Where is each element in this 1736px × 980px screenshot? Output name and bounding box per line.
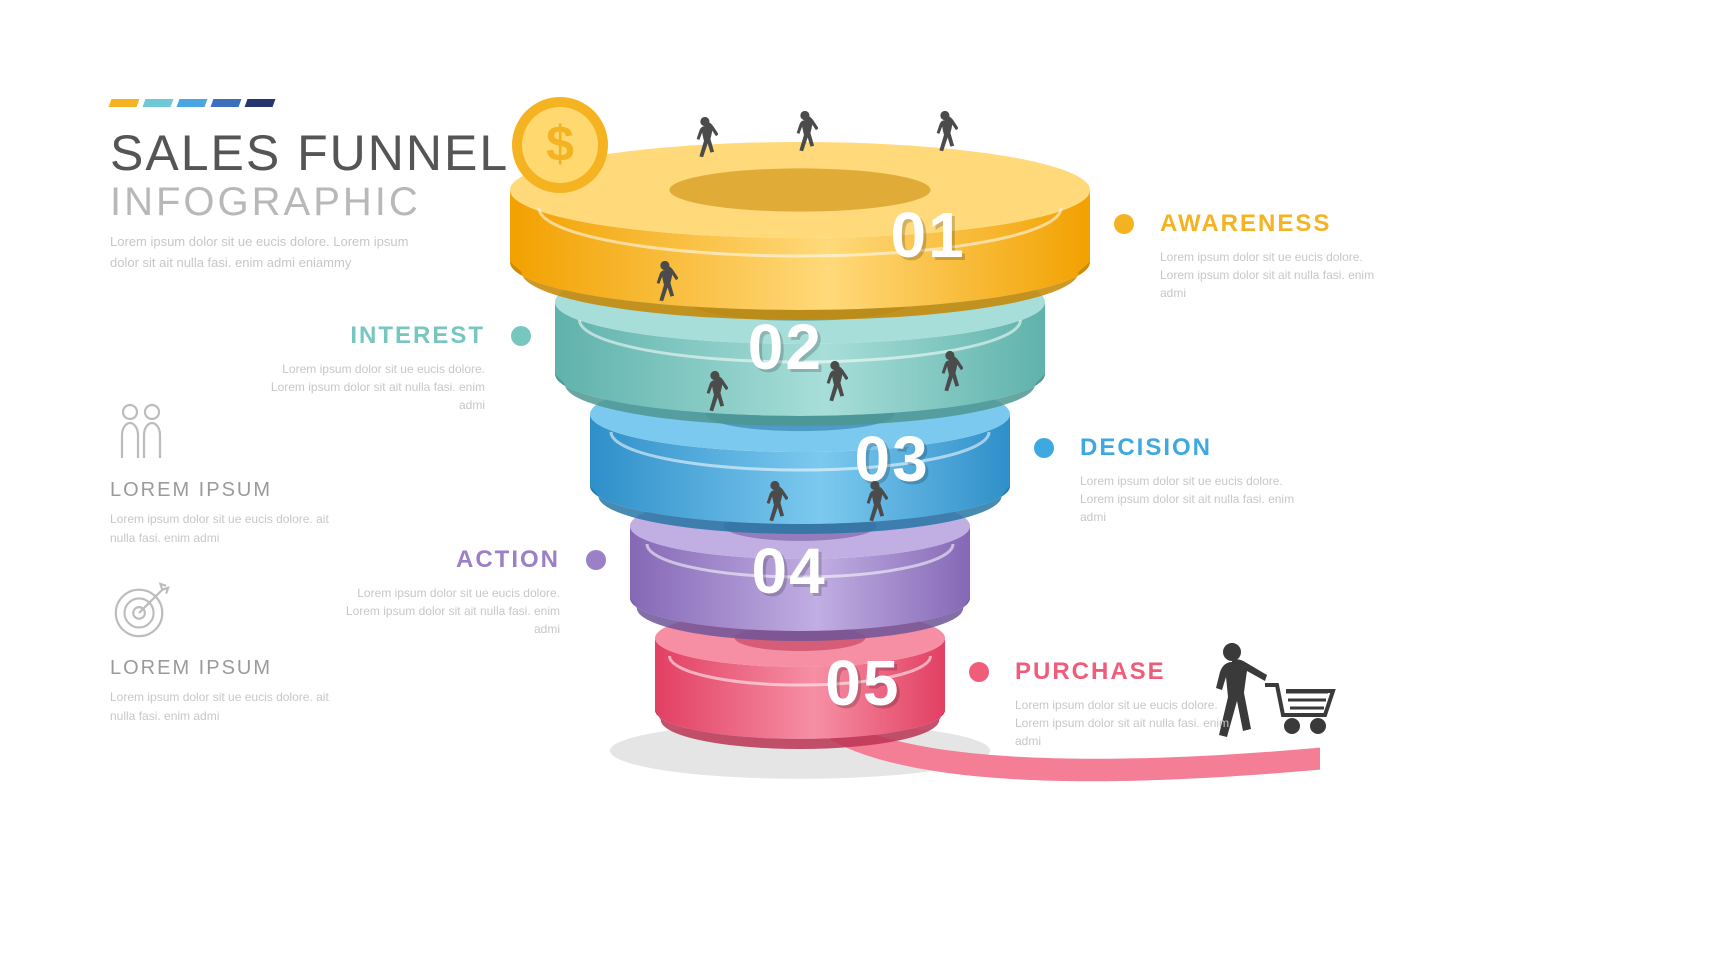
stage-name: PURCHASE xyxy=(1015,658,1245,686)
walker-icon xyxy=(760,480,788,524)
side-block-2-title: LOREM IPSUM xyxy=(110,657,340,680)
svg-text:$: $ xyxy=(546,116,574,172)
walker-icon xyxy=(820,360,848,404)
stage-dot xyxy=(1034,438,1054,458)
ring-number-02: 02 xyxy=(748,310,823,384)
stage-name: AWARENESS xyxy=(1160,210,1390,238)
stage-callout-action: ACTION Lorem ipsum dolor sit ue eucis dol… xyxy=(330,546,560,638)
page-subtitle: INFOGRAPHIC xyxy=(110,180,421,225)
side-block-1: LOREM IPSUM Lorem ipsum dolor sit ue euc… xyxy=(110,400,340,547)
walker-icon xyxy=(700,370,728,414)
page-title: SALES FUNNEL xyxy=(110,124,509,182)
side-block-2-desc: Lorem ipsum dolor sit ue eucis dolore. a… xyxy=(110,688,340,725)
stage-dot xyxy=(969,662,989,682)
stage-desc: Lorem ipsum dolor sit ue eucis dolore. L… xyxy=(330,584,560,638)
walker-icon xyxy=(930,110,958,154)
accent-strip xyxy=(110,99,274,107)
stage-name: INTEREST xyxy=(255,322,485,350)
side-block-1-desc: Lorem ipsum dolor sit ue eucis dolore. a… xyxy=(110,510,340,547)
ring-number-04: 04 xyxy=(752,534,827,608)
walker-icon xyxy=(860,480,888,524)
ring-number-01: 01 xyxy=(891,198,966,272)
walker-icon xyxy=(690,116,718,160)
walker-icon xyxy=(650,260,678,304)
walker-icon xyxy=(935,350,963,394)
coin-icon: $ xyxy=(510,95,610,200)
side-block-1-title: LOREM IPSUM xyxy=(110,479,340,502)
side-block-2: LOREM IPSUM Lorem ipsum dolor sit ue euc… xyxy=(110,580,340,725)
stage-desc: Lorem ipsum dolor sit ue eucis dolore. L… xyxy=(255,360,485,414)
ring-number-05: 05 xyxy=(825,646,900,720)
stage-callout-purchase: PURCHASE Lorem ipsum dolor sit ue eucis d… xyxy=(1015,658,1245,750)
infographic-stage: SALES FUNNEL INFOGRAPHIC Lorem ipsum dol… xyxy=(0,0,1736,980)
stage-desc: Lorem ipsum dolor sit ue eucis dolore. L… xyxy=(1080,472,1310,526)
stage-desc: Lorem ipsum dolor sit ue eucis dolore. L… xyxy=(1015,696,1245,750)
target-icon xyxy=(110,580,340,647)
stage-callout-interest: INTEREST Lorem ipsum dolor sit ue eucis d… xyxy=(255,322,485,414)
stage-dot xyxy=(1114,214,1134,234)
stage-name: DECISION xyxy=(1080,434,1310,462)
stage-dot xyxy=(511,326,531,346)
stage-callout-decision: DECISION Lorem ipsum dolor sit ue eucis d… xyxy=(1080,434,1310,526)
stage-dot xyxy=(586,550,606,570)
intro-text: Lorem ipsum dolor sit ue eucis dolore. L… xyxy=(110,232,420,274)
stage-name: ACTION xyxy=(330,546,560,574)
walker-icon xyxy=(790,110,818,154)
stage-desc: Lorem ipsum dolor sit ue eucis dolore. L… xyxy=(1160,248,1390,302)
stage-callout-awareness: AWARENESS Lorem ipsum dolor sit ue eucis … xyxy=(1160,210,1390,302)
